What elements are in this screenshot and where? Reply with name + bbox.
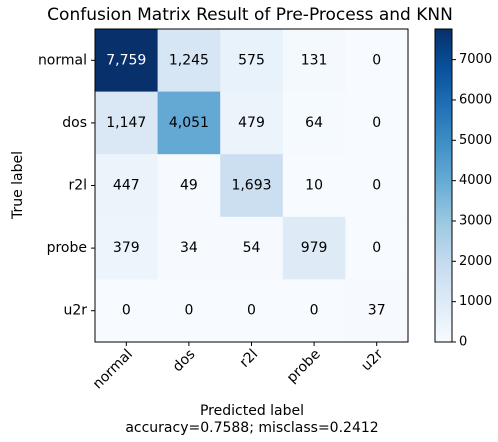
heatmap-cell [282,154,346,218]
heatmap-cell [95,91,159,155]
x-axis-label: Predicted label [200,403,304,419]
heatmap-cell [157,216,221,280]
colorbar-tick-label: 4000 [459,173,492,188]
heatmap-cell [157,29,221,93]
y-tick-label: dos [62,115,87,131]
y-tick-label: r2l [68,178,87,194]
heatmap-cell [282,91,346,155]
cell-label: 7,759 [106,52,146,68]
colorbar [434,28,453,343]
heatmap-cell [95,279,159,343]
heatmap-cell [220,279,284,343]
colorbar-tick-label: 6000 [459,92,492,107]
cell-label: 0 [372,115,381,131]
cell-label: 10 [305,178,323,194]
x-tick-label: r2l [237,346,261,370]
colorbar-tick-label: 0 [459,335,467,350]
heatmap-cell [220,216,284,280]
heatmap-cell [95,29,159,93]
heatmap-cell [157,154,221,218]
cell-label: 0 [372,240,381,256]
colorbar-tick-label: 3000 [459,213,492,228]
cell-label: 379 [113,240,140,256]
heatmap-cell [157,279,221,343]
heatmap-cell [157,91,221,155]
colorbar-tick-label: 7000 [459,52,492,67]
x-tick-label: normal [90,346,136,392]
chart-title: Confusion Matrix Result of Pre-Process a… [47,5,453,25]
y-tick-label: probe [47,240,87,256]
x-tick-label: dos [170,346,199,375]
y-tick-label: u2r [63,303,87,319]
cell-label: 575 [238,52,265,68]
heatmap-cell [282,216,346,280]
cell-label: 479 [238,115,265,131]
heatmap-cell [345,29,409,93]
cell-label: 0 [247,303,256,319]
heatmap-cell [95,154,159,218]
colorbar-tick-label: 2000 [459,254,492,269]
cell-label: 1,147 [106,115,146,131]
cell-label: 979 [301,240,328,256]
heatmap-cell [282,279,346,343]
cell-label: 0 [372,178,381,194]
heatmap-cell [282,29,346,93]
cell-label: 49 [180,178,198,194]
x-tick-label: u2r [358,346,386,374]
colorbar-tick-label: 5000 [459,133,492,148]
cell-label: 1,245 [169,52,209,68]
cell-label: 131 [301,52,328,68]
colorbar-tick-label: 1000 [459,294,492,309]
heatmap-cell [345,279,409,343]
metrics-note: accuracy=0.7588; misclass=0.2412 [125,420,378,436]
heatmap-cell [220,154,284,218]
heatmap-cell [345,91,409,155]
cell-label: 54 [243,240,261,256]
heatmap-cell [345,154,409,218]
cell-label: 1,693 [231,178,271,194]
cell-label: 447 [113,178,140,194]
y-axis-label: True label [10,151,26,220]
x-tick-label: probe [284,346,324,386]
cell-label: 0 [184,303,193,319]
heatmap-cell [220,91,284,155]
cell-label: 0 [310,303,319,319]
heatmap-cell [220,29,284,93]
cell-label: 64 [305,115,323,131]
cell-label: 0 [122,303,131,319]
cell-label: 37 [368,303,386,319]
cell-label: 34 [180,240,198,256]
cell-label: 0 [372,52,381,68]
heatmap-cell [345,216,409,280]
y-tick-label: normal [38,52,87,68]
cell-label: 4,051 [169,115,209,131]
heatmap-cell [95,216,159,280]
